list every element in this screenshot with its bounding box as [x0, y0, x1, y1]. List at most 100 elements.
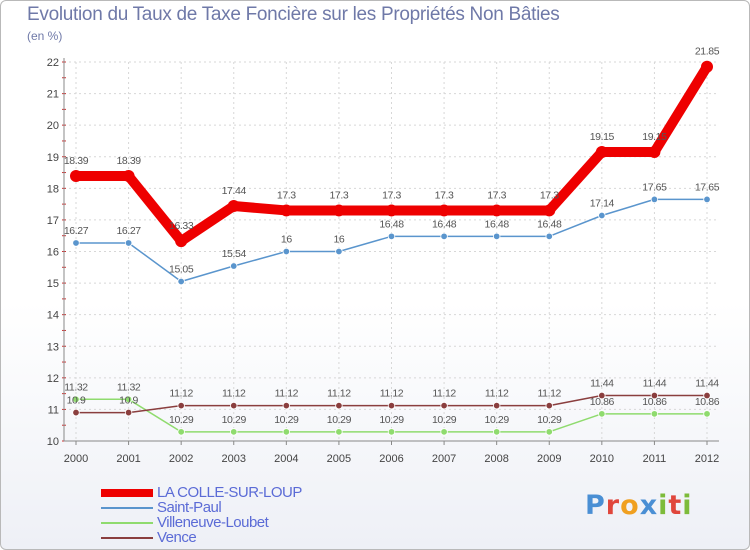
data-point-vence: [335, 401, 343, 410]
data-label-vence: 11.12: [485, 388, 509, 400]
data-point-villeneuve-loubet: [124, 395, 133, 404]
data-label-vence: 10.9: [119, 395, 138, 407]
data-point-la-colle-sur-loup: [543, 204, 556, 217]
x-tick-label: 2011: [643, 453, 667, 465]
data-label-villeneuve-loubet: 10.29: [327, 414, 352, 426]
data-label-vence: 11.12: [275, 388, 299, 400]
data-label-vence: 11.12: [380, 388, 404, 400]
data-point-villeneuve-loubet: [703, 410, 711, 418]
data-point-saint-paul: [230, 262, 238, 270]
data-point-villeneuve-loubet: [545, 428, 553, 436]
x-tick-label: 2001: [116, 453, 140, 465]
data-point-vence: [650, 391, 659, 400]
data-point-villeneuve-loubet: [177, 428, 185, 436]
chart-title: Evolution du Taux de Taxe Foncière sur l…: [27, 4, 560, 25]
data-point-saint-paul: [282, 247, 291, 256]
data-label-saint-paul: 16.48: [379, 218, 404, 230]
data-label-vence: 10.9: [67, 395, 86, 407]
data-label-saint-paul: 16.48: [485, 218, 510, 230]
data-point-vence: [282, 401, 291, 410]
data-label-villeneuve-loubet: 10.29: [379, 414, 404, 426]
data-point-vence: [545, 401, 553, 410]
axes: 10 11 12 13 14 15 16 17 18 19 20 21 22 2000 2001 2002 20…: [47, 57, 719, 465]
unit-label: (en %): [27, 29, 63, 43]
data-point-la-colle-sur-loup: [280, 204, 293, 217]
x-tick-label: 2003: [222, 453, 246, 465]
x-tick-label: 2005: [327, 453, 351, 465]
data-label-saint-paul: 15.05: [169, 264, 194, 276]
legend-swatch: [101, 537, 153, 539]
data-point-villeneuve-loubet: [335, 428, 343, 436]
data-point-saint-paul: [703, 195, 711, 204]
data-labels: 16.27 16.27 15.05 15.54 16 16 16.48 16.48 16.48 1…: [64, 46, 720, 426]
data-point-vence: [703, 391, 711, 400]
data-point-la-colle-sur-loup: [648, 146, 661, 159]
logo-letter: x: [639, 490, 659, 521]
data-label-saint-paul: 16: [281, 234, 292, 246]
data-label-villeneuve-loubet: 10.29: [485, 414, 510, 426]
y-tick-label: 11: [48, 404, 59, 416]
data-label-la-colle-sur-loup: 16.33: [169, 220, 194, 232]
data-point-villeneuve-loubet: [492, 428, 501, 436]
data-point-vence: [492, 401, 501, 410]
y-tick-label: 12: [47, 373, 59, 385]
data-point-villeneuve-loubet: [387, 428, 396, 436]
data-point-la-colle-sur-loup: [438, 204, 451, 217]
data-label-la-colle-sur-loup: 17.3: [540, 189, 559, 201]
x-tick-label: 2008: [484, 453, 508, 465]
data-label-la-colle-sur-loup: 18.39: [64, 155, 89, 167]
data-point-saint-paul: [387, 232, 396, 241]
data-label-la-colle-sur-loup: 17.3: [382, 189, 401, 201]
data-label-la-colle-sur-loup: 17.3: [277, 189, 296, 201]
y-tick-label: 21: [47, 89, 59, 101]
data-label-vence: 11.44: [590, 378, 614, 390]
data-label-saint-paul: 16.27: [64, 225, 89, 237]
x-tick-label: 2009: [537, 453, 561, 465]
y-tick-label: 16: [47, 247, 59, 259]
data-point-saint-paul: [177, 277, 185, 286]
data-label-vence: 11.12: [222, 388, 246, 400]
data-point-vence: [124, 408, 133, 417]
data-point-villeneuve-loubet: [650, 410, 659, 418]
logo-letter: t: [668, 490, 683, 521]
data-label-villeneuve-loubet: 10.86: [590, 396, 615, 408]
x-tick-label: 2006: [379, 453, 403, 465]
legend-label: Saint-Paul: [157, 499, 222, 516]
data-point-vence: [387, 401, 396, 410]
data-label-villeneuve-loubet: 10.86: [695, 396, 720, 408]
y-tick-label: 13: [47, 341, 59, 353]
data-label-vence: 11.44: [695, 378, 719, 390]
data-label-saint-paul: 17.65: [642, 181, 667, 193]
data-label-la-colle-sur-loup: 21.85: [695, 46, 720, 58]
data-label-saint-paul: 16.48: [432, 218, 457, 230]
data-label-la-colle-sur-loup: 17.3: [435, 189, 454, 201]
data-point-saint-paul: [440, 232, 448, 241]
data-point-vence: [598, 391, 606, 400]
data-label-saint-paul: 16.27: [116, 225, 141, 237]
x-tick-label: 2007: [432, 453, 456, 465]
data-label-la-colle-sur-loup: 18.39: [116, 155, 141, 167]
logo-letter: o: [620, 490, 640, 521]
logo-letter: P: [585, 490, 606, 521]
data-point-la-colle-sur-loup: [70, 170, 82, 183]
y-tick-label: 18: [47, 183, 59, 195]
y-tick-label: 14: [47, 310, 59, 322]
data-label-la-colle-sur-loup: 17.3: [329, 189, 348, 201]
data-label-vence: 11.12: [169, 388, 193, 400]
data-point-la-colle-sur-loup: [332, 204, 345, 217]
data-label-villeneuve-loubet: 10.86: [642, 396, 667, 408]
logo-letter: i: [658, 490, 669, 521]
proxiti-logo: Proxiti: [585, 490, 693, 521]
data-label-vence: 11.12: [327, 388, 351, 400]
x-tick-label: 2004: [274, 453, 298, 465]
legend-swatch: [101, 489, 153, 497]
data-label-saint-paul: 15.54: [222, 248, 247, 260]
x-tick-label: 2002: [169, 453, 193, 465]
legend-swatch: [101, 522, 153, 524]
data-label-la-colle-sur-loup: 17.44: [222, 185, 247, 197]
data-point-vence: [72, 408, 80, 417]
data-label-saint-paul: 17.65: [695, 181, 720, 193]
data-label-vence: 11.44: [643, 378, 667, 390]
data-point-saint-paul: [72, 239, 80, 247]
